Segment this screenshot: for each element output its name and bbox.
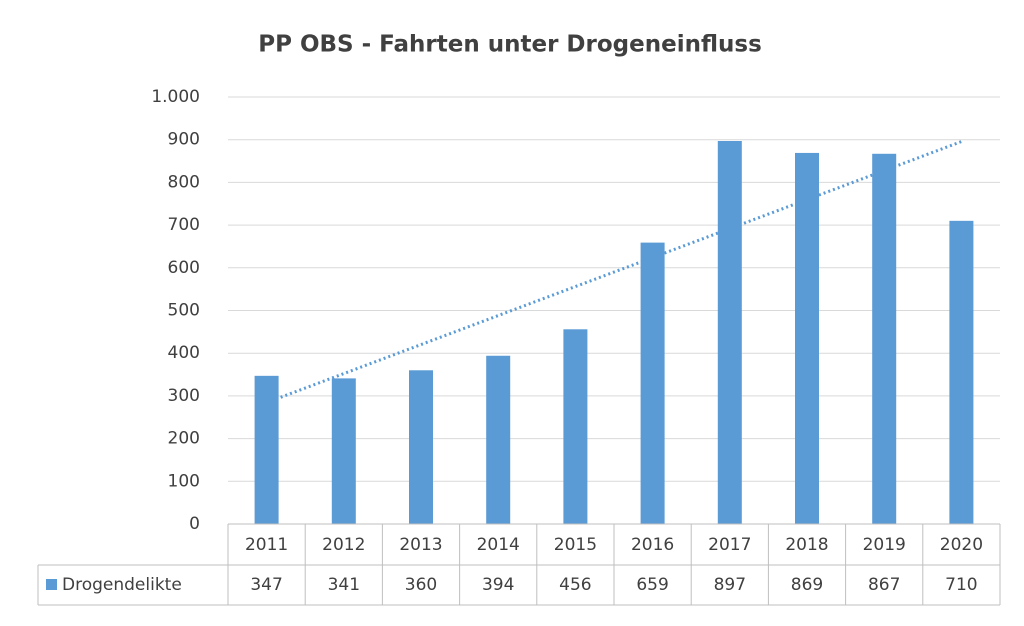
x-tick-label: 2016 (631, 535, 674, 555)
bar (486, 355, 511, 524)
legend-swatch (46, 579, 57, 590)
table-value: 394 (482, 575, 514, 595)
bar (331, 378, 356, 524)
table-value: 341 (328, 575, 360, 595)
bar (563, 329, 588, 524)
y-tick-label: 100 (168, 471, 200, 491)
table-value: 360 (405, 575, 437, 595)
bar (717, 140, 742, 524)
trend-line (266, 140, 962, 404)
bar (409, 370, 433, 524)
bar (949, 220, 974, 524)
table-value: 710 (945, 575, 977, 595)
table-value: 869 (791, 575, 823, 595)
y-tick-label: 900 (168, 130, 200, 150)
table-value: 456 (559, 575, 591, 595)
y-tick-label: 200 (168, 429, 200, 449)
y-tick-label: 600 (168, 258, 200, 278)
y-tick-label: 300 (168, 386, 200, 406)
x-tick-label: 2018 (785, 535, 828, 555)
table-value: 897 (714, 575, 746, 595)
x-tick-label: 2014 (477, 535, 520, 555)
legend-label: Drogendelikte (62, 575, 182, 595)
x-tick-label: 2012 (322, 535, 365, 555)
x-tick-label: 2011 (245, 535, 288, 555)
x-tick-label: 2015 (554, 535, 597, 555)
table-value: 659 (636, 575, 668, 595)
y-tick-label: 1.000 (151, 87, 200, 107)
bar (254, 375, 279, 524)
y-tick-label: 700 (168, 215, 200, 235)
y-tick-label: 0 (189, 514, 200, 534)
x-tick-label: 2019 (863, 535, 906, 555)
x-tick-label: 2017 (708, 535, 751, 555)
y-tick-label: 500 (168, 301, 200, 321)
y-tick-label: 800 (168, 172, 200, 192)
bar (872, 153, 897, 524)
x-tick-label: 2020 (940, 535, 983, 555)
bar (640, 242, 665, 524)
x-tick-label: 2013 (399, 535, 442, 555)
bar (795, 152, 819, 524)
y-tick-label: 400 (168, 343, 200, 363)
table-value: 867 (868, 575, 900, 595)
chart-title: PP OBS - Fahrten unter Drogeneinfluss (258, 32, 762, 58)
table-value: 347 (250, 575, 282, 595)
